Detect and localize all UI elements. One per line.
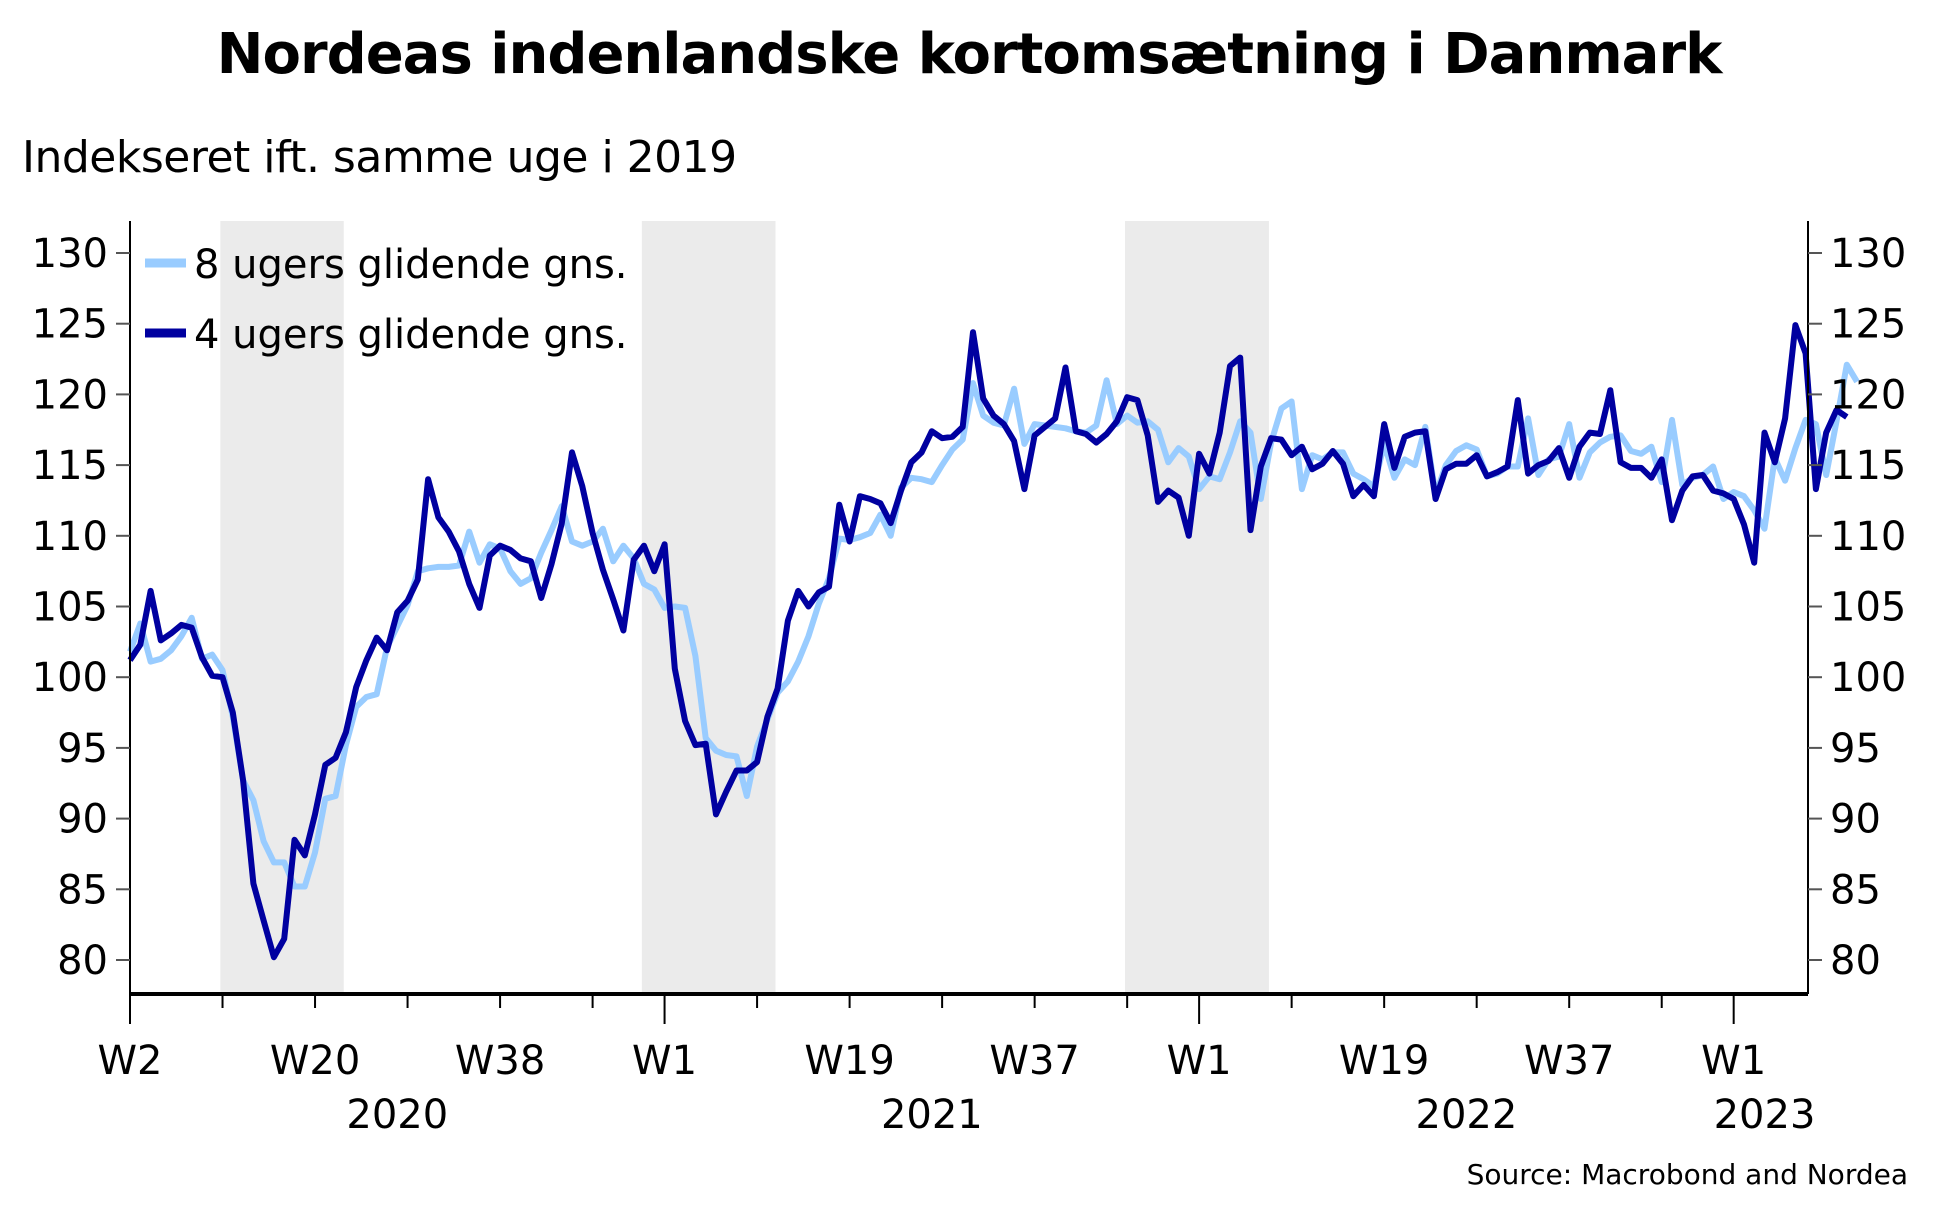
shaded-periods [220,221,1269,994]
x-tick-label: W2 [98,1038,163,1084]
y-tick-label-left: 120 [32,372,108,418]
shaded-period [1125,221,1269,994]
chart-subtitle: Indekseret ift. samme uge i 2019 [22,132,737,183]
legend-label-4w: 4 ugers glidende gns. [194,312,628,358]
x-tick-label: W1 [1701,1038,1766,1084]
y-tick-label-right: 80 [1830,938,1881,984]
series-8w-line [127,361,1860,890]
y-tick-label-left: 105 [32,585,108,631]
y-tick-label-left: 80 [57,938,108,984]
y-tick-label-right: 95 [1830,726,1881,772]
source-note: Source: Macrobond and Nordea [1466,1158,1908,1191]
y-tick-label-right: 115 [1830,443,1906,489]
y-tick-label-left: 85 [57,867,108,913]
y-tick-label-left: 90 [57,797,108,843]
y-tick-label-left: 130 [32,231,108,277]
y-tick-label-left: 125 [32,302,108,348]
y-tick-label-right: 105 [1830,585,1906,631]
y-tick-label-left: 115 [32,443,108,489]
x-tick-label: W20 [270,1038,360,1084]
x-year-label: 2022 [1416,1092,1518,1138]
y-tick-label-right: 110 [1830,514,1906,560]
chart-axes: 130 130 125 125 120 120 115 115 110 110 105 105 100 1… [32,221,1906,1138]
y-tick-label-right: 130 [1830,231,1906,277]
x-tick-label: W19 [1339,1038,1429,1084]
chart-legend: 8 ugers glidende gns. 4 ugers glidende gn… [145,242,628,358]
y-tick-label-left: 100 [32,655,108,701]
y-tick-label-right: 125 [1830,302,1906,348]
y-tick-label-left: 95 [57,726,108,772]
y-tick-label-right: 85 [1830,867,1881,913]
x-tick-label: W37 [989,1038,1079,1084]
x-year-label: 2020 [346,1092,448,1138]
series-4w-line [127,322,1849,961]
legend-label-8w: 8 ugers glidende gns. [194,242,628,288]
chart-title: Nordeas indenlandske kortomsætning i Dan… [216,22,1723,87]
x-tick-label: W38 [455,1038,545,1084]
x-tick-label: W1 [632,1038,697,1084]
y-tick-label-right: 120 [1830,372,1906,418]
chart-series [127,322,1860,961]
x-year-label: 2021 [881,1092,983,1138]
y-tick-label-right: 100 [1830,655,1906,701]
y-tick-label-left: 110 [32,514,108,560]
y-tick-label-right: 90 [1830,797,1881,843]
x-tick-label: W37 [1524,1038,1614,1084]
x-tick-label: W19 [804,1038,894,1084]
x-year-label: 2023 [1714,1092,1816,1138]
x-tick-label: W1 [1167,1038,1232,1084]
